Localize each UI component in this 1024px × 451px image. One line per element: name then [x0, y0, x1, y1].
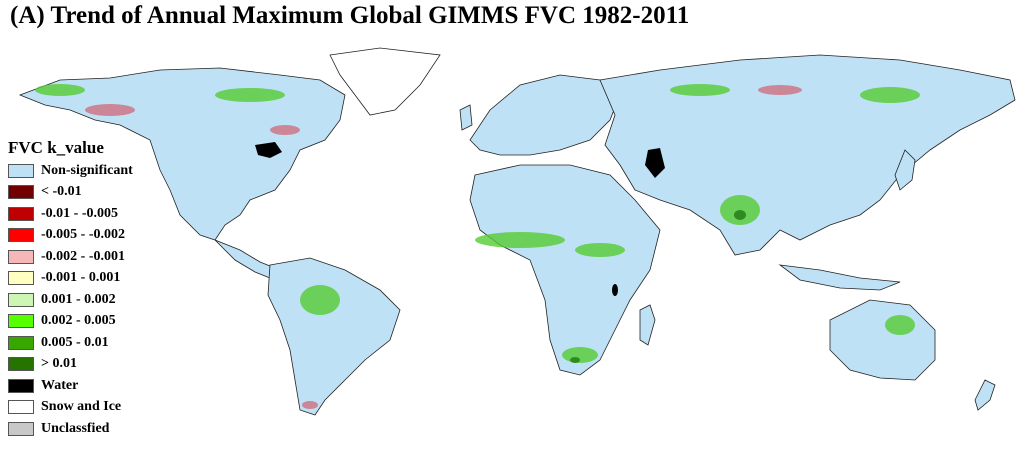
- legend-label: -0.01 - -0.005: [41, 205, 118, 221]
- legend-item: Snow and Ice: [8, 397, 133, 419]
- europe: [469, 74, 621, 156]
- legend-swatch: [8, 228, 34, 243]
- legend-label: Snow and Ice: [41, 399, 122, 415]
- legend-swatch: [8, 249, 34, 264]
- legend-swatch: [8, 400, 34, 415]
- legend-item: > 0.01: [8, 354, 133, 376]
- south-america: [267, 257, 401, 416]
- uk: [459, 104, 473, 131]
- legend-swatch: [8, 292, 34, 307]
- legend-label: -0.001 - 0.001: [41, 270, 121, 286]
- map-title: (A) Trend of Annual Maximum Global GIMMS…: [10, 2, 690, 29]
- greenland: [329, 47, 441, 116]
- legend-swatch: [8, 378, 34, 393]
- legend-swatch: [8, 314, 34, 329]
- map-legend: FVC k_value Non-significant < -0.01 -0.01 …: [8, 138, 133, 440]
- new-zealand: [974, 379, 996, 411]
- great-lakes: [255, 142, 282, 158]
- indonesia: [778, 264, 901, 291]
- legend-item: Water: [8, 375, 133, 397]
- legend-item: -0.002 - -0.001: [8, 246, 133, 268]
- legend-title: FVC k_value: [8, 138, 104, 157]
- world-map: [18, 47, 1016, 416]
- australia: [829, 299, 936, 381]
- japan: [894, 149, 916, 191]
- legend-item: -0.001 - 0.001: [8, 268, 133, 290]
- legend-label: > 0.01: [41, 356, 77, 372]
- legend-swatch: [8, 206, 34, 221]
- legend-item: -0.005 - -0.002: [8, 225, 133, 247]
- legend-swatch: [8, 271, 34, 286]
- legend-label: 0.001 - 0.002: [41, 291, 116, 307]
- legend-item: Unclassfied: [8, 418, 133, 440]
- legend-label: Unclassfied: [41, 420, 110, 436]
- legend-label: Non-significant: [41, 162, 133, 178]
- legend-item: Non-significant: [8, 160, 133, 182]
- legend-item: 0.002 - 0.005: [8, 311, 133, 333]
- legend-item: < -0.01: [8, 182, 133, 204]
- legend-label: -0.005 - -0.002: [41, 227, 125, 243]
- legend-swatch: [8, 357, 34, 372]
- asia: [599, 54, 1016, 256]
- legend-swatch: [8, 335, 34, 350]
- legend-swatch: [8, 421, 34, 436]
- legend-label: -0.002 - -0.001: [41, 248, 125, 264]
- legend-swatch: [8, 185, 34, 200]
- madagascar: [639, 304, 656, 346]
- legend-item: 0.005 - 0.01: [8, 332, 133, 354]
- legend-item: 0.001 - 0.002: [8, 289, 133, 311]
- legend-label: 0.005 - 0.01: [41, 334, 109, 350]
- africa: [469, 164, 661, 376]
- legend-label: Water: [41, 377, 79, 393]
- legend-label: < -0.01: [41, 184, 82, 200]
- legend-swatch: [8, 163, 34, 178]
- legend-label: 0.002 - 0.005: [41, 313, 116, 329]
- caspian-sea: [645, 148, 665, 178]
- legend-item: -0.01 - -0.005: [8, 203, 133, 225]
